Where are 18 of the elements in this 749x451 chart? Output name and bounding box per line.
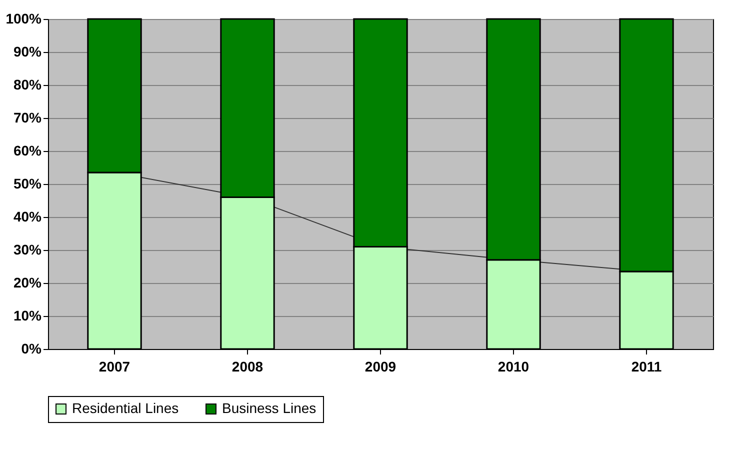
y-tick-label: 10% bbox=[13, 308, 42, 324]
y-tick-label: 20% bbox=[13, 274, 42, 290]
x-tick-label: 2008 bbox=[232, 358, 264, 374]
x-tick-label: 2010 bbox=[498, 358, 530, 374]
y-tick-label: 100% bbox=[6, 10, 42, 26]
y-tick-label: 90% bbox=[13, 44, 42, 60]
y-tick-label: 60% bbox=[13, 142, 42, 158]
y-tick-label: 40% bbox=[13, 208, 42, 224]
x-tick-label: 2009 bbox=[364, 358, 396, 374]
legend-label: Residential Lines bbox=[72, 400, 179, 416]
y-tick-label: 70% bbox=[13, 110, 42, 126]
y-tick-label: 30% bbox=[13, 242, 42, 258]
y-tick-label: 80% bbox=[13, 76, 42, 92]
legend-label: Business Lines bbox=[222, 400, 316, 416]
y-tick-label: 0% bbox=[21, 340, 42, 356]
x-tick-label: 2011 bbox=[631, 358, 662, 374]
x-tick-label: 2007 bbox=[98, 358, 130, 374]
y-tick-label: 50% bbox=[13, 176, 42, 192]
